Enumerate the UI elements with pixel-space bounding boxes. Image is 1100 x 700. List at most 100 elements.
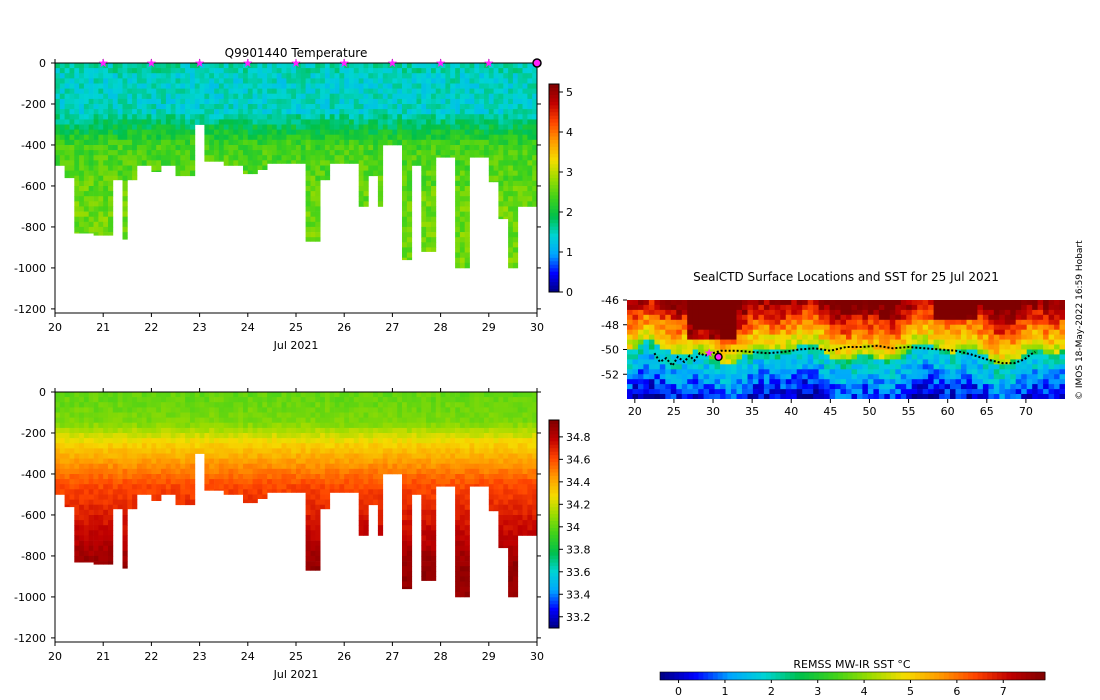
section-cell [156,397,162,403]
section-cell [363,463,369,470]
section-cell [59,139,65,146]
section-cell [426,540,432,547]
section-cell [426,155,432,161]
section-cell [464,474,470,480]
section-cell [512,402,519,408]
section-cell [175,453,181,459]
section-cell [508,68,514,74]
section-cell [151,412,157,418]
section-cell [267,155,273,161]
section-cell [416,124,422,130]
section-cell [64,412,70,418]
section-cell [93,63,99,69]
section-cell [267,73,273,79]
section-cell [55,160,61,166]
section-cell [88,124,94,130]
section-cell [464,550,470,557]
section-cell [426,196,432,202]
section-cell [488,129,494,136]
section-cell [450,129,456,136]
section-cell [165,474,172,480]
section-cell [324,129,331,136]
section-cell [508,576,514,582]
section-cell [117,150,123,156]
section-cell [233,119,239,125]
section-cell [262,412,268,418]
section-cell [112,165,118,171]
section-cell [334,150,340,156]
section-cell [459,145,466,151]
section-cell [180,165,186,171]
section-cell [479,145,485,151]
section-cell [349,402,355,408]
section-cell [431,520,437,526]
section-cell [271,88,278,95]
section-cell [406,581,413,587]
section-cell [151,433,157,439]
section-cell [243,453,249,459]
section-cell [310,98,316,105]
section-cell [98,201,104,207]
section-cell [286,412,292,418]
section-cell [190,63,196,69]
section-cell [151,129,157,136]
section-cell [344,134,350,141]
section-cell [93,422,99,429]
section-cell [228,402,234,408]
section-cell [310,566,316,571]
section-cell [488,68,494,74]
section-cell [431,489,437,495]
section-cell [98,479,104,485]
section-cell [450,392,456,398]
section-cell [223,78,229,84]
section-cell [247,448,253,454]
section-cell [459,201,466,207]
section-cell [132,494,138,500]
section-cell [464,402,470,408]
section-cell [512,262,519,269]
section-cell [233,68,239,74]
section-cell [194,88,200,95]
section-cell [406,392,413,398]
section-cell [146,63,152,69]
section-cell [185,479,191,485]
section-cell [484,468,490,475]
section-cell [108,68,114,74]
section-cell [83,468,90,475]
section-cell [382,453,388,459]
section-cell [74,145,80,151]
section-cell [353,402,359,408]
section-cell [358,119,364,125]
colorbar-swatch [549,167,559,172]
section-cell [517,88,523,95]
section-cell [98,412,104,418]
section-cell [156,129,162,136]
section-cell [310,109,316,115]
section-cell [349,453,355,459]
section-cell [406,561,413,567]
section-cell [426,494,432,500]
section-cell [426,170,432,177]
section-cell [387,139,393,146]
section-cell [151,88,157,95]
colorbar-swatch [549,281,559,286]
section-cell [349,463,355,470]
section-cell [397,443,403,449]
section-cell [122,186,128,192]
section-cell [122,458,128,465]
section-cell [218,124,225,130]
section-cell [406,134,413,141]
section-cell [103,145,109,151]
section-cell [512,489,519,495]
section-cell [64,119,70,125]
section-cell [136,443,143,449]
section-cell [247,160,253,166]
section-cell [108,119,114,125]
section-cell [488,114,494,120]
section-cell [296,412,302,418]
section-cell [411,134,417,141]
section-cell [98,458,104,465]
section-cell [117,479,123,485]
section-cell [324,479,331,485]
section-cell [74,540,80,547]
